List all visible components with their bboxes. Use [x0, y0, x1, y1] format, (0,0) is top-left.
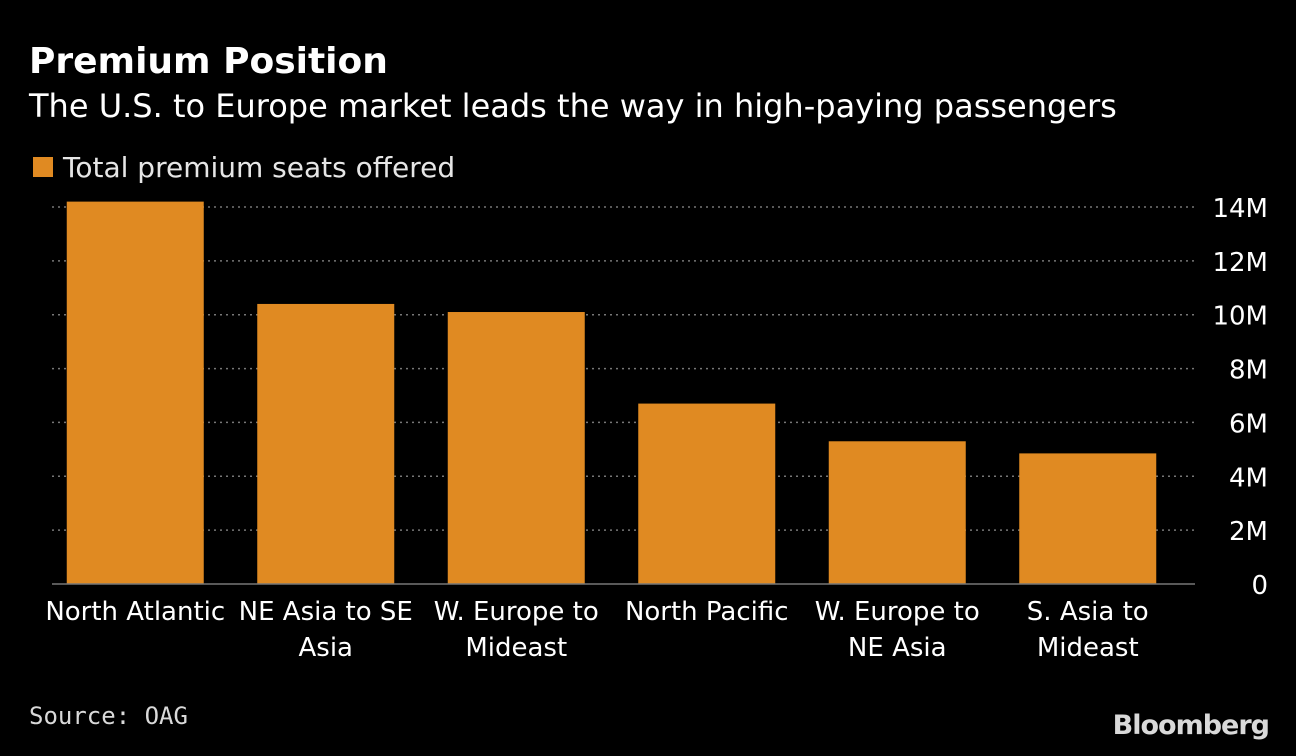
bar — [1019, 453, 1157, 584]
bar-chart: 0 2M 4M 6M 8M 10M 12M 14M North Atlantic NE Asia… — [45, 194, 1268, 663]
legend: Total premium seats offered — [33, 150, 455, 184]
x-tick-label: NE Asia to SE — [239, 597, 413, 627]
legend-swatch — [33, 157, 53, 177]
x-tick-label: W. Europe to — [815, 597, 980, 627]
x-tick-label: W. Europe to — [434, 597, 599, 627]
gridlines — [52, 206, 1195, 531]
legend-label: Total premium seats offered — [63, 150, 456, 184]
x-tick-label: Asia — [299, 633, 354, 663]
bar — [66, 201, 204, 584]
y-tick-label: 8M — [1229, 356, 1268, 386]
bar — [257, 303, 395, 584]
y-tick-label: 2M — [1229, 517, 1268, 547]
bar — [638, 403, 776, 584]
bar — [447, 312, 585, 584]
chart-subtitle: The U.S. to Europe market leads the way … — [29, 87, 1117, 125]
y-tick-label: 0 — [1251, 571, 1268, 601]
y-axis: 0 2M 4M 6M 8M 10M 12M 14M — [1212, 194, 1268, 601]
y-tick-label: 14M — [1212, 194, 1268, 224]
y-tick-label: 6M — [1229, 409, 1268, 439]
bar — [828, 441, 966, 584]
x-tick-label: Mideast — [1037, 633, 1139, 663]
x-tick-label: Mideast — [465, 633, 567, 663]
brand-logo: Bloomberg — [1112, 710, 1270, 741]
bars — [66, 201, 1157, 584]
x-tick-label: S. Asia to — [1027, 597, 1149, 627]
chart-title: Premium Position — [29, 41, 388, 82]
x-tick-label: North Pacific — [625, 597, 789, 627]
y-tick-label: 10M — [1212, 302, 1268, 332]
x-tick-label: NE Asia — [848, 633, 947, 663]
x-axis: North Atlantic NE Asia to SE Asia W. Europe… — [45, 597, 1148, 663]
source-note: Source: OAG — [29, 702, 188, 730]
x-tick-label: North Atlantic — [45, 597, 225, 627]
y-tick-label: 4M — [1229, 463, 1268, 493]
y-tick-label: 12M — [1212, 248, 1268, 278]
